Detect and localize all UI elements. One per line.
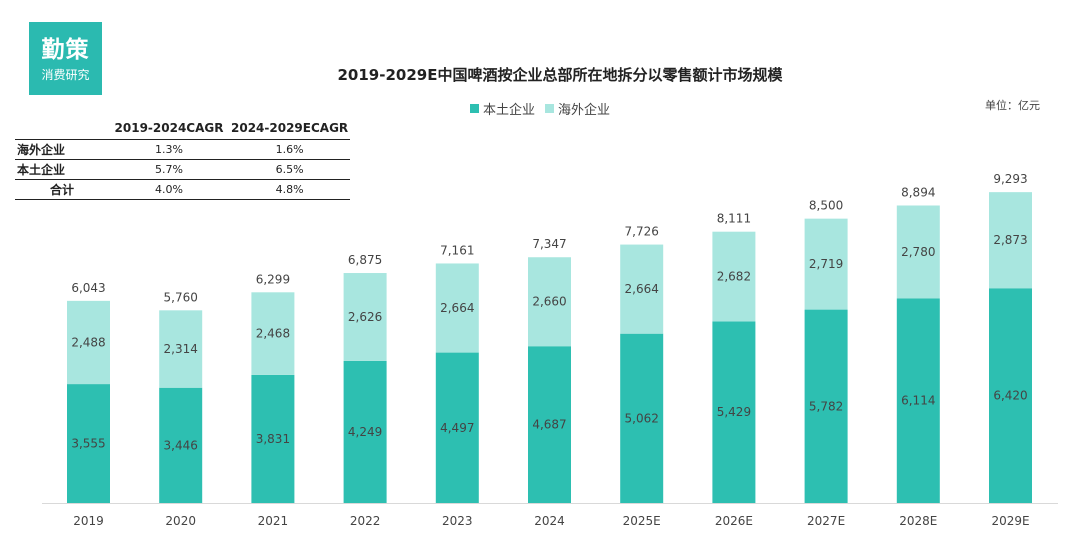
data-label-domestic-2022: 4,249	[348, 425, 382, 439]
cagr-row-label: 本土企业	[15, 159, 109, 180]
data-label-domestic-2026E: 5,429	[717, 405, 751, 419]
data-label-overseas-2020: 2,314	[164, 342, 198, 356]
total-label-2026E: 8,111	[717, 212, 751, 226]
cagr-row-domestic: 本土企业 5.7% 6.5%	[15, 159, 351, 180]
bar-overseas-2026E	[712, 231, 756, 322]
cagr-value: 1.6%	[229, 139, 351, 160]
cagr-header-row: 2019-2024CAGR 2024-2029ECAGR	[15, 121, 351, 140]
bar-overseas-2022	[343, 273, 387, 361]
data-label-overseas-2022: 2,626	[348, 310, 382, 324]
bar-domestic-2019	[67, 384, 110, 503]
x-tick-label-2020: 2020	[165, 514, 196, 528]
cagr-header-blank	[15, 121, 109, 140]
logo-sub-text: 消费研究	[41, 68, 90, 82]
x-tick-label-2019: 2019	[73, 514, 104, 528]
data-label-overseas-2019: 2,488	[71, 335, 105, 349]
x-tick-label-2026E: 2026E	[715, 514, 753, 528]
chart-legend: 本土企业 海外企业	[470, 99, 620, 118]
bar-overseas-2020	[159, 310, 203, 388]
unit-label: 单位：亿元	[985, 99, 1040, 112]
cagr-row-total: 合计 4.0% 4.8%	[15, 179, 351, 200]
data-label-domestic-2020: 3,446	[164, 438, 198, 452]
x-tick-label-2027E: 2027E	[807, 514, 845, 528]
bar-overseas-2029E	[989, 192, 1032, 289]
bar-domestic-2027E	[804, 309, 848, 503]
legend-item-domestic: 本土企业	[470, 99, 535, 118]
legend-swatch-domestic	[470, 104, 479, 113]
cagr-table: 2019-2024CAGR 2024-2029ECAGR 海外企业 1.3% 1…	[15, 121, 351, 200]
data-label-domestic-2027E: 5,782	[809, 399, 843, 413]
cagr-value: 4.0%	[109, 179, 229, 200]
total-label-2029E: 9,293	[993, 172, 1027, 186]
cagr-value: 6.5%	[229, 159, 351, 180]
brand-logo: 勤策 消费研究	[29, 22, 102, 95]
total-label-2023: 7,161	[440, 243, 474, 257]
data-label-domestic-2029E: 6,420	[993, 389, 1027, 403]
total-label-2022: 6,875	[348, 253, 382, 267]
bar-domestic-2024	[528, 346, 571, 503]
bar-overseas-2025E	[620, 244, 664, 334]
data-label-overseas-2021: 2,468	[256, 327, 290, 341]
legend-swatch-overseas	[545, 104, 555, 113]
x-tick-label-2022: 2022	[350, 514, 381, 528]
data-label-domestic-2025E: 5,062	[625, 411, 659, 425]
total-label-2019: 6,043	[71, 281, 105, 295]
bar-overseas-2021	[251, 292, 295, 375]
total-label-2027E: 8,500	[809, 199, 843, 213]
chart-title: 2019-2029E中国啤酒按企业总部所在地拆分以零售额计市场规模	[337, 66, 783, 84]
data-label-overseas-2028E: 2,780	[901, 245, 935, 259]
total-label-2020: 5,760	[164, 290, 198, 304]
cagr-value: 4.8%	[229, 179, 351, 200]
data-label-overseas-2023: 2,664	[440, 301, 474, 315]
bar-overseas-2019	[67, 300, 110, 385]
cagr-header-2019-2024: 2019-2024CAGR	[109, 121, 229, 140]
data-label-domestic-2021: 3,831	[256, 432, 290, 446]
x-tick-label-2029E: 2029E	[991, 514, 1029, 528]
bar-overseas-2024	[528, 257, 571, 347]
data-label-domestic-2023: 4,497	[440, 421, 474, 435]
total-label-2025E: 7,726	[625, 225, 659, 239]
x-tick-label-2021: 2021	[258, 514, 289, 528]
bar-domestic-2029E	[989, 288, 1032, 503]
legend-item-overseas: 海外企业	[545, 99, 610, 118]
bar-overseas-2023	[435, 263, 479, 353]
total-label-2028E: 8,894	[901, 185, 935, 199]
data-label-domestic-2024: 4,687	[532, 418, 566, 432]
x-tick-label-2025E: 2025E	[623, 514, 661, 528]
bar-domestic-2026E	[712, 321, 756, 503]
x-tick-label-2023: 2023	[442, 514, 473, 528]
data-label-overseas-2026E: 2,682	[717, 270, 751, 284]
logo-main-text: 勤策	[41, 37, 90, 63]
bar-domestic-2020	[159, 387, 203, 503]
cagr-value: 1.3%	[109, 139, 229, 160]
x-tick-label-2028E: 2028E	[899, 514, 937, 528]
bar-domestic-2022	[343, 360, 387, 503]
cagr-header-2024-2029: 2024-2029ECAGR	[229, 121, 351, 140]
bar-domestic-2021	[251, 374, 295, 503]
bar-domestic-2028E	[896, 298, 940, 503]
data-label-overseas-2025E: 2,664	[625, 282, 659, 296]
legend-label-domestic: 本土企业	[483, 103, 536, 118]
data-label-domestic-2019: 3,555	[71, 437, 105, 451]
bar-overseas-2027E	[804, 218, 848, 310]
data-label-overseas-2024: 2,660	[532, 295, 566, 309]
total-label-2024: 7,347	[532, 237, 566, 251]
cagr-row-label: 海外企业	[15, 139, 109, 160]
cagr-value: 5.7%	[109, 159, 229, 180]
data-label-domestic-2028E: 6,114	[901, 394, 935, 408]
cagr-row-label: 合计	[15, 179, 109, 200]
data-label-overseas-2029E: 2,873	[993, 233, 1027, 247]
bar-domestic-2023	[435, 352, 479, 503]
legend-label-overseas: 海外企业	[558, 103, 611, 118]
bar-overseas-2028E	[896, 205, 940, 299]
x-tick-label-2024: 2024	[534, 514, 565, 528]
total-label-2021: 6,299	[256, 272, 290, 286]
cagr-row-overseas: 海外企业 1.3% 1.6%	[15, 139, 351, 160]
data-label-overseas-2027E: 2,719	[809, 257, 843, 271]
bar-domestic-2025E	[620, 333, 664, 503]
